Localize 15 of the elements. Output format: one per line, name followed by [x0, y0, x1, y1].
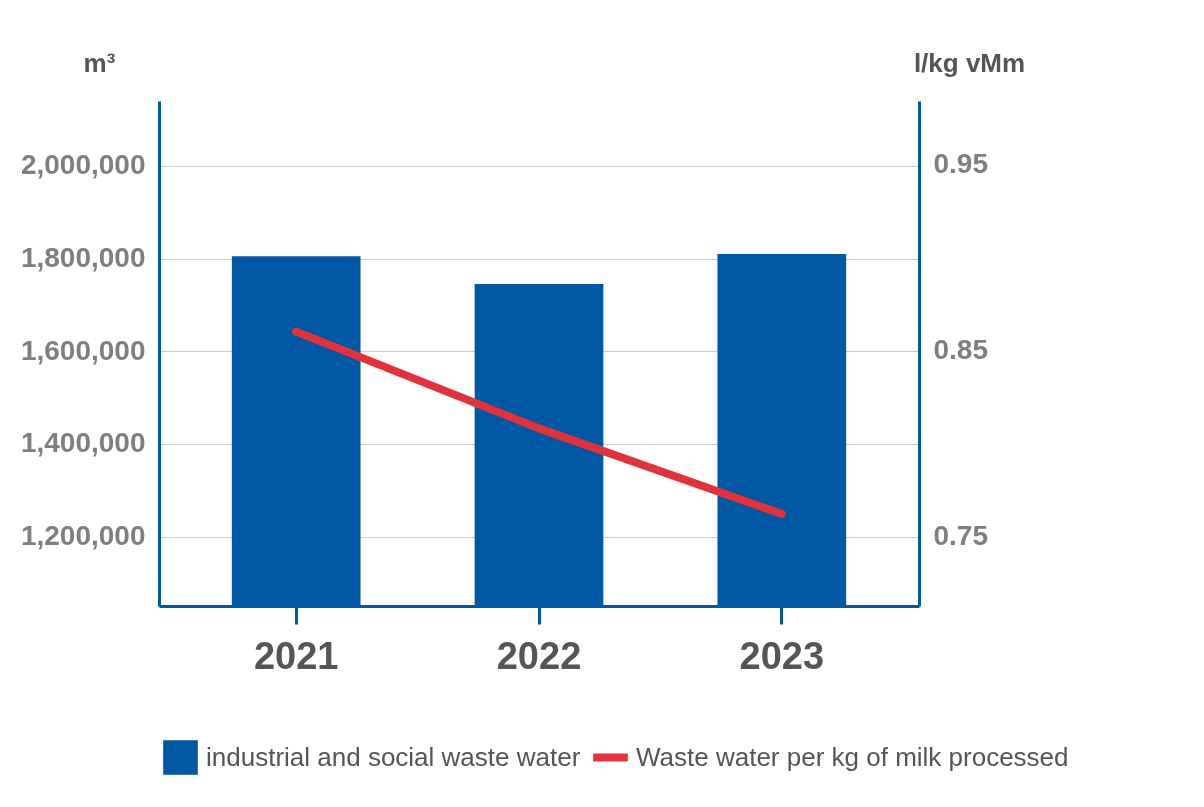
- y2-tick-label: 0.85: [933, 333, 988, 365]
- x-tick-label: 2021: [253, 634, 339, 677]
- y-tick-label: 2,000,000: [20, 149, 146, 181]
- y2-axis-title: l/kg vMm: [913, 47, 1026, 78]
- y2-tick-label: 0.95: [933, 147, 988, 179]
- y-axis-title: m³: [83, 47, 116, 78]
- y-tick-label: 1,200,000: [20, 520, 146, 551]
- x-tick-label: 2023: [739, 634, 825, 677]
- x-tick-label: 2022: [496, 634, 582, 677]
- y-tick-label: 1,400,000: [20, 427, 146, 459]
- y-tick-label: 1,800,000: [20, 242, 146, 274]
- legend-label: industrial and social waste water: [206, 741, 581, 772]
- legend-label: Waste water per kg of milk processed: [636, 741, 1069, 772]
- y-tick-label: 1,600,000: [20, 334, 146, 366]
- y2-tick-label: 0.75: [933, 519, 988, 551]
